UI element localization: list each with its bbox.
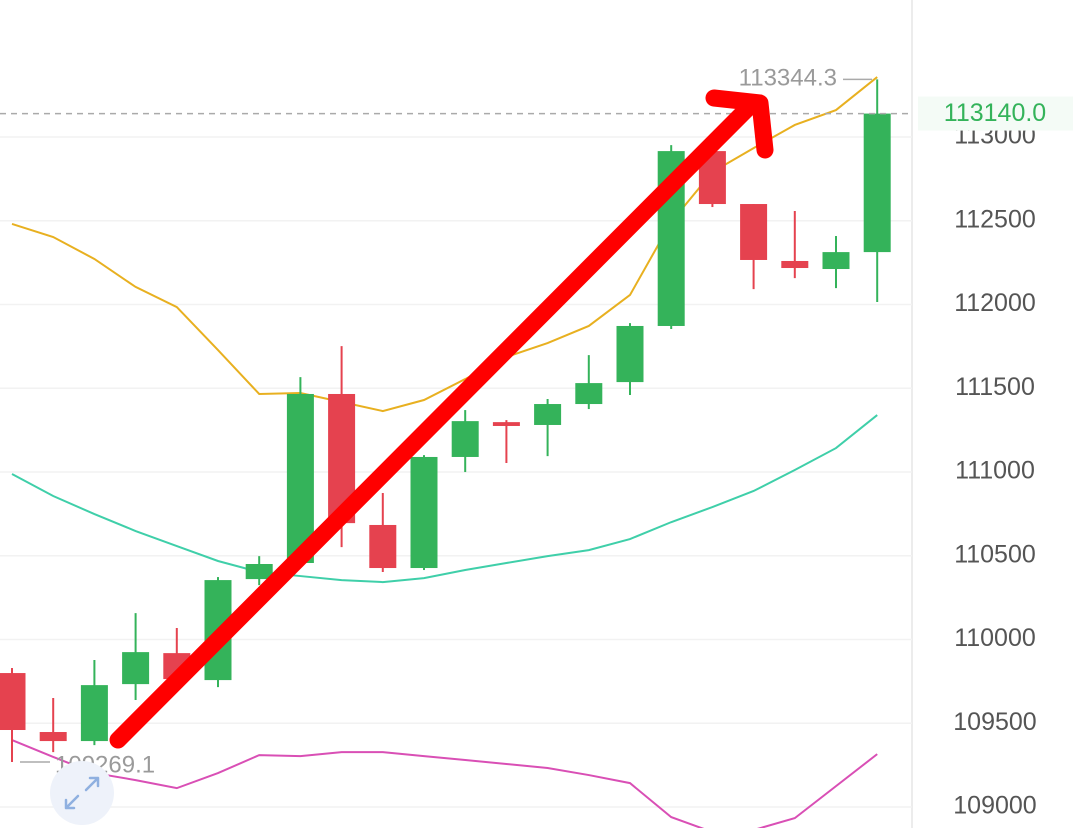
max-label: 113344.3 [739, 65, 837, 92]
candle-body [740, 204, 768, 260]
candle-body [822, 252, 850, 270]
last-price-label: 113140.0 [944, 99, 1046, 127]
arrow-head [705, 89, 774, 159]
candle-body [39, 732, 67, 742]
candle-body [534, 404, 562, 425]
expand-button[interactable] [50, 761, 114, 825]
candle-body [781, 260, 809, 269]
expand-icon [64, 776, 100, 810]
expand-bg [50, 761, 114, 825]
band-line [11, 414, 878, 584]
candle-body [0, 673, 26, 731]
grid: 109000 109500 110000 110500 111000 111500 1120… [0, 122, 1037, 820]
band-line [11, 76, 878, 413]
candle-body [245, 564, 273, 580]
last-price-box [918, 96, 1073, 131]
candle-body [286, 393, 314, 563]
y-tick-label: 112500 [954, 205, 1036, 233]
candle-body [369, 524, 397, 569]
band-line [11, 739, 878, 828]
y-tick-label: 112000 [954, 289, 1036, 317]
y-tick-label: 109500 [953, 708, 1036, 736]
candle-body [863, 113, 891, 253]
y-tick-label: 110500 [954, 540, 1036, 568]
y-tick-label: 110000 [954, 624, 1036, 652]
candle-body [492, 422, 520, 426]
y-tick-label: 111000 [955, 457, 1035, 485]
candle-body [122, 652, 150, 685]
candle-body [451, 421, 479, 457]
arrow-shaft [109, 97, 759, 749]
candle-body [616, 325, 644, 383]
trend-arrow [109, 89, 774, 749]
y-tick-label: 111500 [955, 373, 1035, 401]
candle-body [80, 685, 108, 742]
candle-body [410, 456, 438, 569]
candle-body [575, 383, 603, 405]
y-tick-label: 109000 [953, 792, 1036, 820]
